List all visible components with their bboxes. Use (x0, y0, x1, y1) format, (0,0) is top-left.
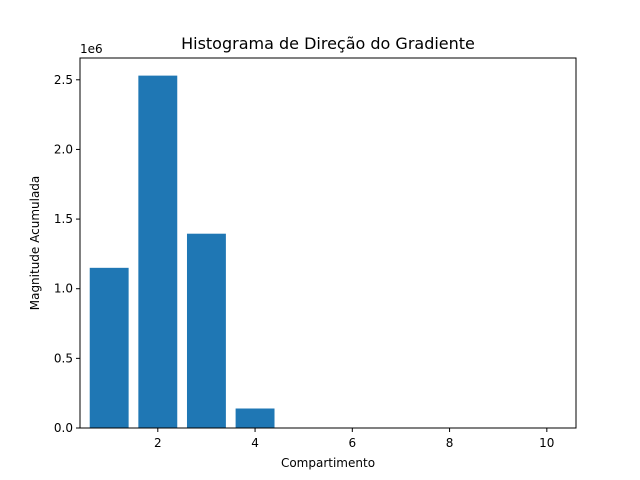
bar-2 (138, 75, 178, 428)
x-tick-label: 2 (154, 436, 162, 450)
chart-title: Histograma de Direção do Gradiente (181, 34, 475, 53)
y-axis-label: Magnitude Acumulada (28, 176, 42, 311)
x-tick-label: 8 (446, 436, 454, 450)
y-tick-label: 2.5 (54, 73, 73, 87)
bar-1 (89, 267, 129, 428)
x-ticks-group: 2 4 6 8 10 (154, 428, 554, 450)
x-tick-label: 4 (251, 436, 259, 450)
y-tick-label: 0.5 (54, 351, 73, 365)
x-axis-label: Compartimento (281, 456, 375, 470)
y-ticks-group: 0.0 0.5 1.0 1.5 2.0 2.5 (54, 73, 80, 435)
y-tick-label: 1.5 (54, 212, 73, 226)
y-tick-label: 1.0 (54, 282, 73, 296)
plot-frame (79, 57, 577, 429)
x-tick-label: 6 (348, 436, 356, 450)
bar-4 (235, 408, 275, 428)
bar-3 (186, 233, 226, 428)
x-tick-label: 10 (539, 436, 554, 450)
bars-group (89, 75, 275, 428)
y-tick-label: 0.0 (54, 421, 73, 435)
y-offset-label: 1e6 (80, 42, 103, 56)
y-tick-label: 2.0 (54, 142, 73, 156)
